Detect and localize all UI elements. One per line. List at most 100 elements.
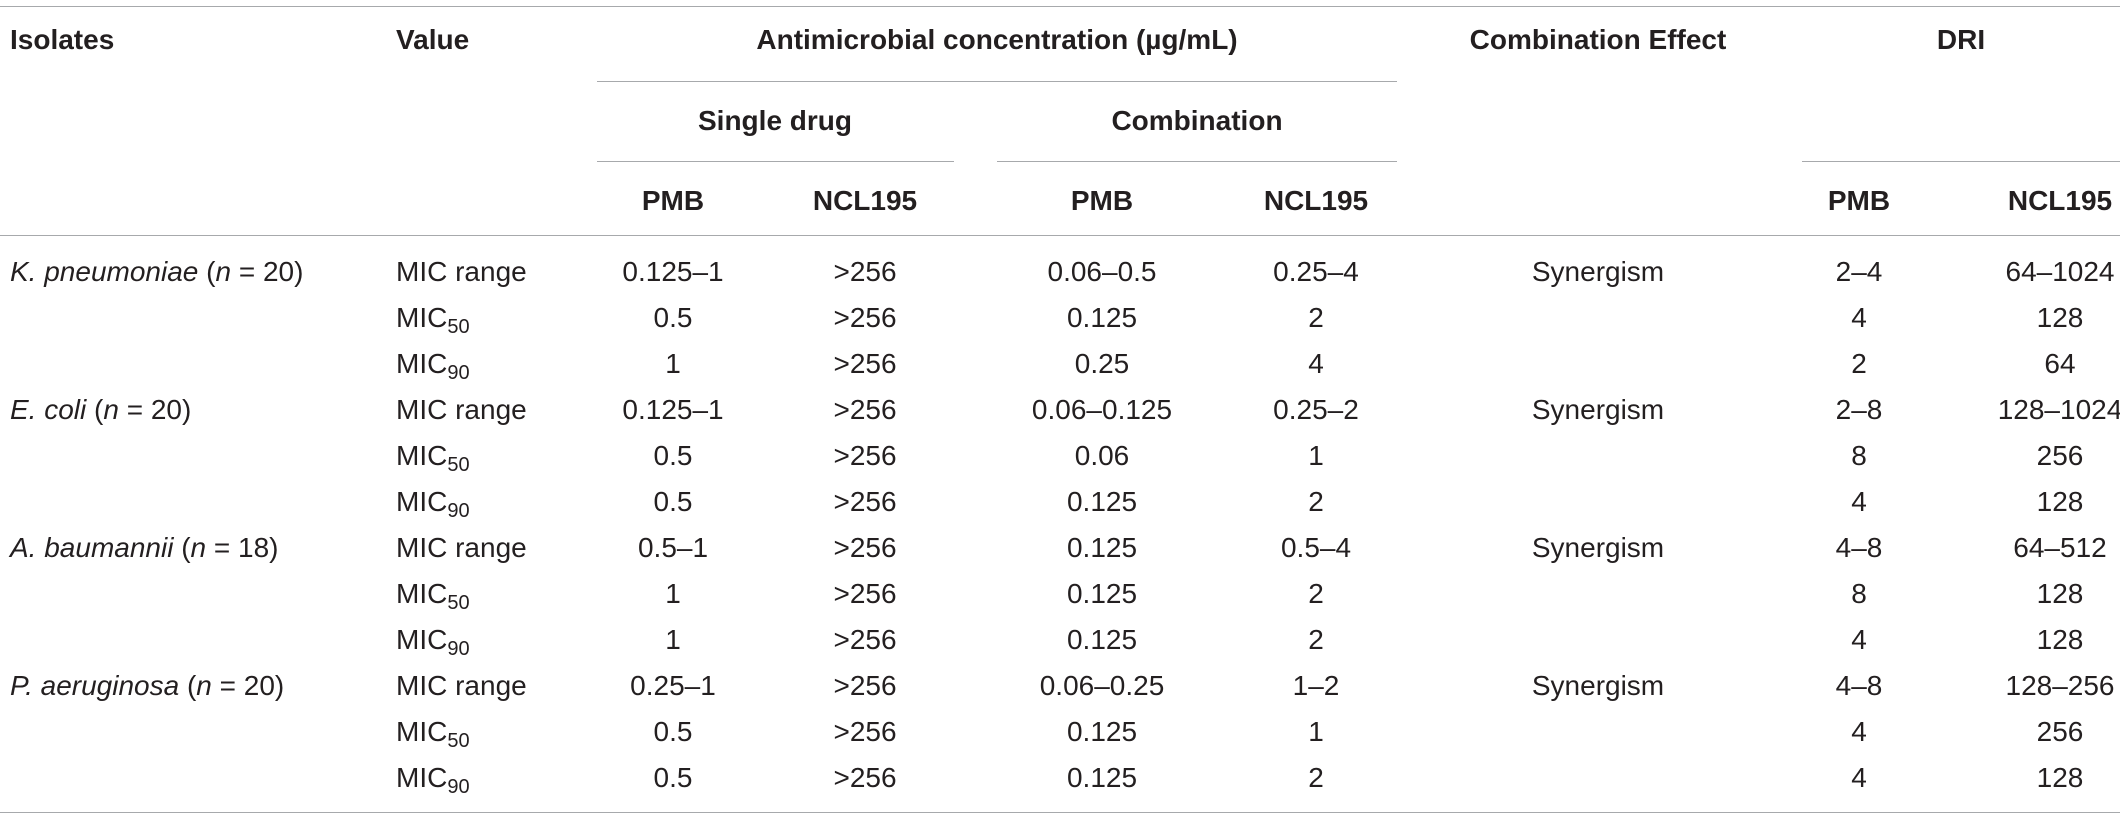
header-combination-pmb: PMB bbox=[1070, 185, 1134, 216]
dri-pmb-cell: 4 bbox=[1851, 762, 1867, 793]
dri-pmb-cell: 8 bbox=[1851, 578, 1867, 609]
combination-pmb-cell: 0.25 bbox=[1074, 348, 1130, 379]
combination-pmb-cell: 0.125 bbox=[1066, 532, 1138, 563]
dri-pmb-cell: 2–4 bbox=[1835, 256, 1883, 287]
combination-pmb-cell: 0.06–0.125 bbox=[1031, 394, 1173, 425]
value-label: MIC range bbox=[396, 532, 527, 563]
single-ncl195-cell: >256 bbox=[833, 440, 897, 471]
combination-ncl195-cell: 2 bbox=[1308, 302, 1324, 333]
single-drug-underline bbox=[597, 161, 954, 162]
value-label: MIC50 bbox=[396, 578, 470, 614]
header-combination: Combination bbox=[1111, 105, 1283, 136]
value-label: MIC90 bbox=[396, 486, 470, 522]
single-ncl195-cell: >256 bbox=[833, 348, 897, 379]
isolate-label: E. coli (n = 20) bbox=[10, 394, 192, 425]
value-label: MIC50 bbox=[396, 716, 470, 752]
dri-pmb-cell: 2 bbox=[1851, 348, 1867, 379]
single-ncl195-cell: >256 bbox=[833, 716, 897, 747]
single-pmb-cell: 1 bbox=[665, 578, 681, 609]
combination-pmb-cell: 0.125 bbox=[1066, 762, 1138, 793]
dri-ncl195-cell: 256 bbox=[2036, 440, 2084, 471]
dri-ncl195-cell: 128 bbox=[2036, 578, 2084, 609]
combination-effect: Synergism bbox=[1531, 670, 1665, 701]
combination-effect: Synergism bbox=[1531, 532, 1665, 563]
value-label: MIC90 bbox=[396, 624, 470, 660]
combination-underline bbox=[997, 161, 1397, 162]
dri-pmb-cell: 4 bbox=[1851, 624, 1867, 655]
combination-ncl195-cell: 1 bbox=[1308, 440, 1324, 471]
single-pmb-cell: 0.5 bbox=[653, 716, 693, 747]
isolate-label: A. baumannii (n = 18) bbox=[10, 532, 279, 563]
header-dri: DRI bbox=[1936, 24, 1986, 55]
combination-pmb-cell: 0.125 bbox=[1066, 624, 1138, 655]
value-label: MIC50 bbox=[396, 302, 470, 338]
dri-pmb-cell: 2–8 bbox=[1835, 394, 1883, 425]
single-ncl195-cell: >256 bbox=[833, 670, 897, 701]
header-bottom-rule bbox=[0, 235, 2120, 236]
value-label: MIC90 bbox=[396, 762, 470, 798]
header-combination-ncl195: NCL195 bbox=[1263, 185, 1369, 216]
single-ncl195-cell: >256 bbox=[833, 624, 897, 655]
value-label: MIC range bbox=[396, 256, 527, 287]
single-ncl195-cell: >256 bbox=[833, 302, 897, 333]
dri-pmb-cell: 4 bbox=[1851, 302, 1867, 333]
single-pmb-cell: 0.5 bbox=[653, 440, 693, 471]
dri-ncl195-cell: 128 bbox=[2036, 624, 2084, 655]
dri-ncl195-cell: 256 bbox=[2036, 716, 2084, 747]
single-ncl195-cell: >256 bbox=[833, 578, 897, 609]
header-combination-effect: Combination Effect bbox=[1469, 24, 1727, 55]
single-ncl195-cell: >256 bbox=[833, 256, 897, 287]
header-value: Value bbox=[396, 24, 470, 55]
combination-pmb-cell: 0.125 bbox=[1066, 486, 1138, 517]
antimicrobial-underline bbox=[597, 81, 1397, 82]
dri-underline bbox=[1802, 161, 2120, 162]
combination-ncl195-cell: 2 bbox=[1308, 486, 1324, 517]
dri-pmb-cell: 8 bbox=[1851, 440, 1867, 471]
combination-ncl195-cell: 0.25–4 bbox=[1273, 256, 1359, 287]
dri-ncl195-cell: 128 bbox=[2036, 302, 2084, 333]
dri-ncl195-cell: 128–1024 bbox=[1997, 394, 2120, 425]
combination-pmb-cell: 0.125 bbox=[1066, 578, 1138, 609]
single-pmb-cell: 1 bbox=[665, 624, 681, 655]
header-single-drug: Single drug bbox=[698, 105, 852, 136]
header-single-ncl195: NCL195 bbox=[812, 185, 918, 216]
single-pmb-cell: 0.125–1 bbox=[622, 256, 724, 287]
single-pmb-cell: 0.125–1 bbox=[622, 394, 724, 425]
single-pmb-cell: 0.25–1 bbox=[630, 670, 716, 701]
combination-ncl195-cell: 4 bbox=[1308, 348, 1324, 379]
combination-effect: Synergism bbox=[1531, 394, 1665, 425]
value-label: MIC range bbox=[396, 394, 527, 425]
header-isolates: Isolates bbox=[10, 24, 115, 55]
value-label: MIC50 bbox=[396, 440, 470, 476]
combination-pmb-cell: 0.125 bbox=[1066, 716, 1138, 747]
dri-ncl195-cell: 128 bbox=[2036, 762, 2084, 793]
single-ncl195-cell: >256 bbox=[833, 762, 897, 793]
single-pmb-cell: 0.5–1 bbox=[637, 532, 709, 563]
single-pmb-cell: 0.5 bbox=[653, 486, 693, 517]
combination-pmb-cell: 0.06–0.25 bbox=[1039, 670, 1165, 701]
value-label: MIC90 bbox=[396, 348, 470, 384]
dri-ncl195-cell: 64–1024 bbox=[2005, 256, 2115, 287]
dri-ncl195-cell: 64 bbox=[2044, 348, 2076, 379]
dri-ncl195-cell: 128–256 bbox=[2005, 670, 2115, 701]
combination-ncl195-cell: 1–2 bbox=[1292, 670, 1340, 701]
combination-ncl195-cell: 2 bbox=[1308, 762, 1324, 793]
dri-pmb-cell: 4–8 bbox=[1835, 532, 1883, 563]
dri-pmb-cell: 4–8 bbox=[1835, 670, 1883, 701]
combination-ncl195-cell: 2 bbox=[1308, 578, 1324, 609]
single-pmb-cell: 0.5 bbox=[653, 762, 693, 793]
combination-ncl195-cell: 2 bbox=[1308, 624, 1324, 655]
combination-pmb-cell: 0.06–0.5 bbox=[1047, 256, 1157, 287]
isolate-label: P. aeruginosa (n = 20) bbox=[10, 670, 285, 701]
single-ncl195-cell: >256 bbox=[833, 394, 897, 425]
dri-ncl195-cell: 128 bbox=[2036, 486, 2084, 517]
header-single-pmb: PMB bbox=[641, 185, 705, 216]
value-label: MIC range bbox=[396, 670, 527, 701]
dri-ncl195-cell: 64–512 bbox=[2013, 532, 2107, 563]
bottom-rule bbox=[0, 812, 2120, 813]
single-ncl195-cell: >256 bbox=[833, 486, 897, 517]
header-antimicrobial-concentration: Antimicrobial concentration (µg/mL) bbox=[756, 24, 1238, 55]
combination-pmb-cell: 0.125 bbox=[1066, 302, 1138, 333]
dri-pmb-cell: 4 bbox=[1851, 486, 1867, 517]
